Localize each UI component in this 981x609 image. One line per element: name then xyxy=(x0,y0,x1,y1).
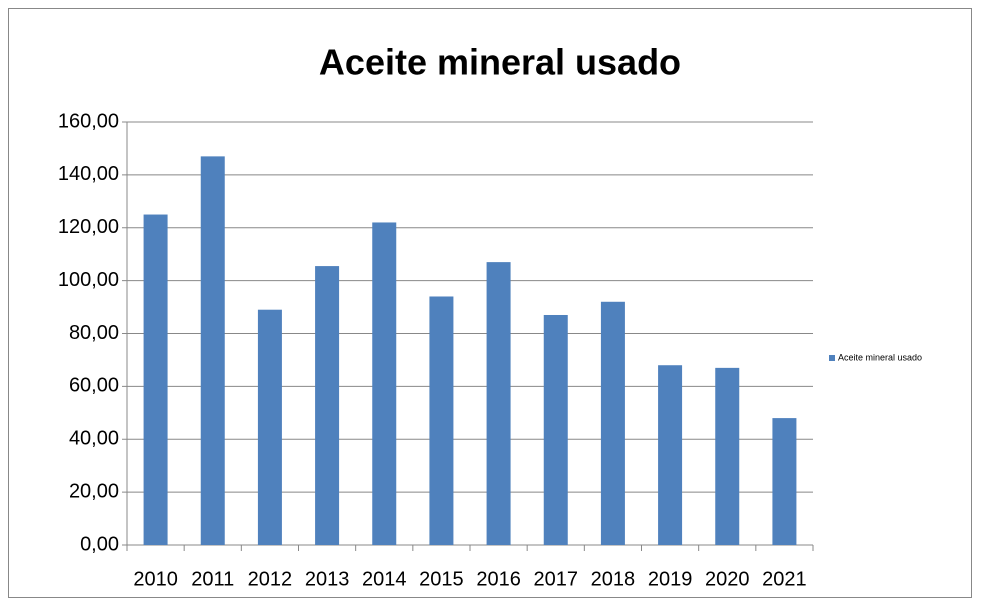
bar xyxy=(543,314,568,545)
bar xyxy=(429,296,454,545)
y-tick-label: 80,00 xyxy=(69,322,119,344)
bar xyxy=(715,367,740,545)
x-tick-label: 2019 xyxy=(648,568,693,590)
y-tick-label: 120,00 xyxy=(58,216,119,238)
bar xyxy=(200,156,225,545)
chart-title: Aceite mineral usado xyxy=(319,42,681,83)
x-tick-label: 2012 xyxy=(248,568,293,590)
x-tick-label: 2010 xyxy=(133,568,178,590)
x-tick-label: 2013 xyxy=(305,568,350,590)
y-tick-label: 0,00 xyxy=(80,533,119,555)
bar xyxy=(315,266,340,545)
bar xyxy=(486,262,511,545)
x-tick-label: 2014 xyxy=(362,568,407,590)
bar xyxy=(658,365,683,545)
x-tick-label: 2011 xyxy=(191,568,234,590)
y-tick-label: 60,00 xyxy=(69,375,119,397)
bar xyxy=(772,418,797,545)
y-tick-label: 140,00 xyxy=(58,163,119,185)
bar xyxy=(143,214,168,545)
x-tick-label: 2015 xyxy=(419,568,464,590)
legend-swatch xyxy=(829,355,835,361)
x-tick-label: 2018 xyxy=(591,568,636,590)
x-tick-label: 2021 xyxy=(762,568,807,590)
legend-label: Aceite mineral usado xyxy=(838,352,922,362)
x-tick-label: 2017 xyxy=(534,568,579,590)
x-tick-label: 2020 xyxy=(705,568,750,590)
y-tick-label: 100,00 xyxy=(58,269,119,291)
x-tick-label: 2016 xyxy=(476,568,521,590)
bar xyxy=(600,301,625,545)
y-tick-label: 20,00 xyxy=(69,480,119,502)
y-tick-label: 40,00 xyxy=(69,428,119,450)
bar xyxy=(372,222,397,545)
bar xyxy=(257,309,282,545)
y-tick-label: 160,00 xyxy=(58,110,119,132)
